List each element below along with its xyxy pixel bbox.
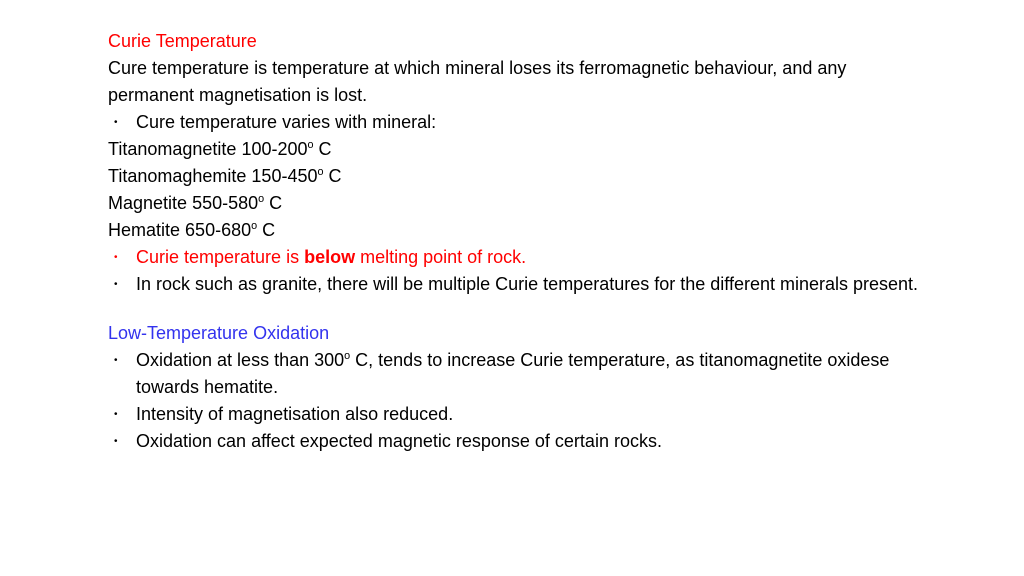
mineral-range: 150-450 <box>251 166 317 186</box>
mineral-name: Magnetite <box>108 193 187 213</box>
text-bold: below <box>304 247 355 267</box>
bullet-varies: Cure temperature varies with mineral: <box>136 109 924 136</box>
text-pre: Oxidation at less than 300 <box>136 350 344 370</box>
bullet-intensity: Intensity of magnetisation also reduced. <box>136 401 924 428</box>
list-item: Oxidation at less than 300o C, tends to … <box>108 347 924 401</box>
mineral-line: Magnetite 550-580o C <box>108 190 924 217</box>
bullet-below-melting: Curie temperature is below melting point… <box>136 244 924 271</box>
mineral-line: Titanomaghemite 150-450o C <box>108 163 924 190</box>
unit-c: C <box>324 166 342 186</box>
mineral-range: 100-200 <box>241 139 307 159</box>
mineral-name: Titanomaghemite <box>108 166 246 186</box>
mineral-name: Titanomagnetite <box>108 139 236 159</box>
section-gap <box>108 298 924 320</box>
list-item: Cure temperature varies with mineral: <box>108 109 924 136</box>
slide-content: Curie Temperature Cure temperature is te… <box>108 28 924 455</box>
mineral-range: 550-580 <box>192 193 258 213</box>
oxidation-list: Oxidation at less than 300o C, tends to … <box>108 347 924 455</box>
list-item: Intensity of magnetisation also reduced. <box>108 401 924 428</box>
heading-curie: Curie Temperature <box>108 28 924 55</box>
mineral-name: Hematite <box>108 220 180 240</box>
text-post: melting point of rock. <box>355 247 526 267</box>
bullet-oxidation-300: Oxidation at less than 300o C, tends to … <box>136 347 924 401</box>
text-pre: Curie temperature is <box>136 247 304 267</box>
bullet-granite: In rock such as granite, there will be m… <box>136 271 924 298</box>
unit-c: C <box>264 193 282 213</box>
mineral-range: 650-680 <box>185 220 251 240</box>
list-item: Curie temperature is below melting point… <box>108 244 924 271</box>
curie-list: Cure temperature varies with mineral: <box>108 109 924 136</box>
list-item: Oxidation can affect expected magnetic r… <box>108 428 924 455</box>
bullet-oxidation-affect: Oxidation can affect expected magnetic r… <box>136 428 924 455</box>
mineral-line: Hematite 650-680o C <box>108 217 924 244</box>
unit-c: C <box>314 139 332 159</box>
heading-oxidation: Low-Temperature Oxidation <box>108 320 924 347</box>
curie-definition: Cure temperature is temperature at which… <box>108 55 924 109</box>
list-item: In rock such as granite, there will be m… <box>108 271 924 298</box>
mineral-line: Titanomagnetite 100-200o C <box>108 136 924 163</box>
unit-c: C <box>257 220 275 240</box>
curie-list-2: Curie temperature is below melting point… <box>108 244 924 298</box>
